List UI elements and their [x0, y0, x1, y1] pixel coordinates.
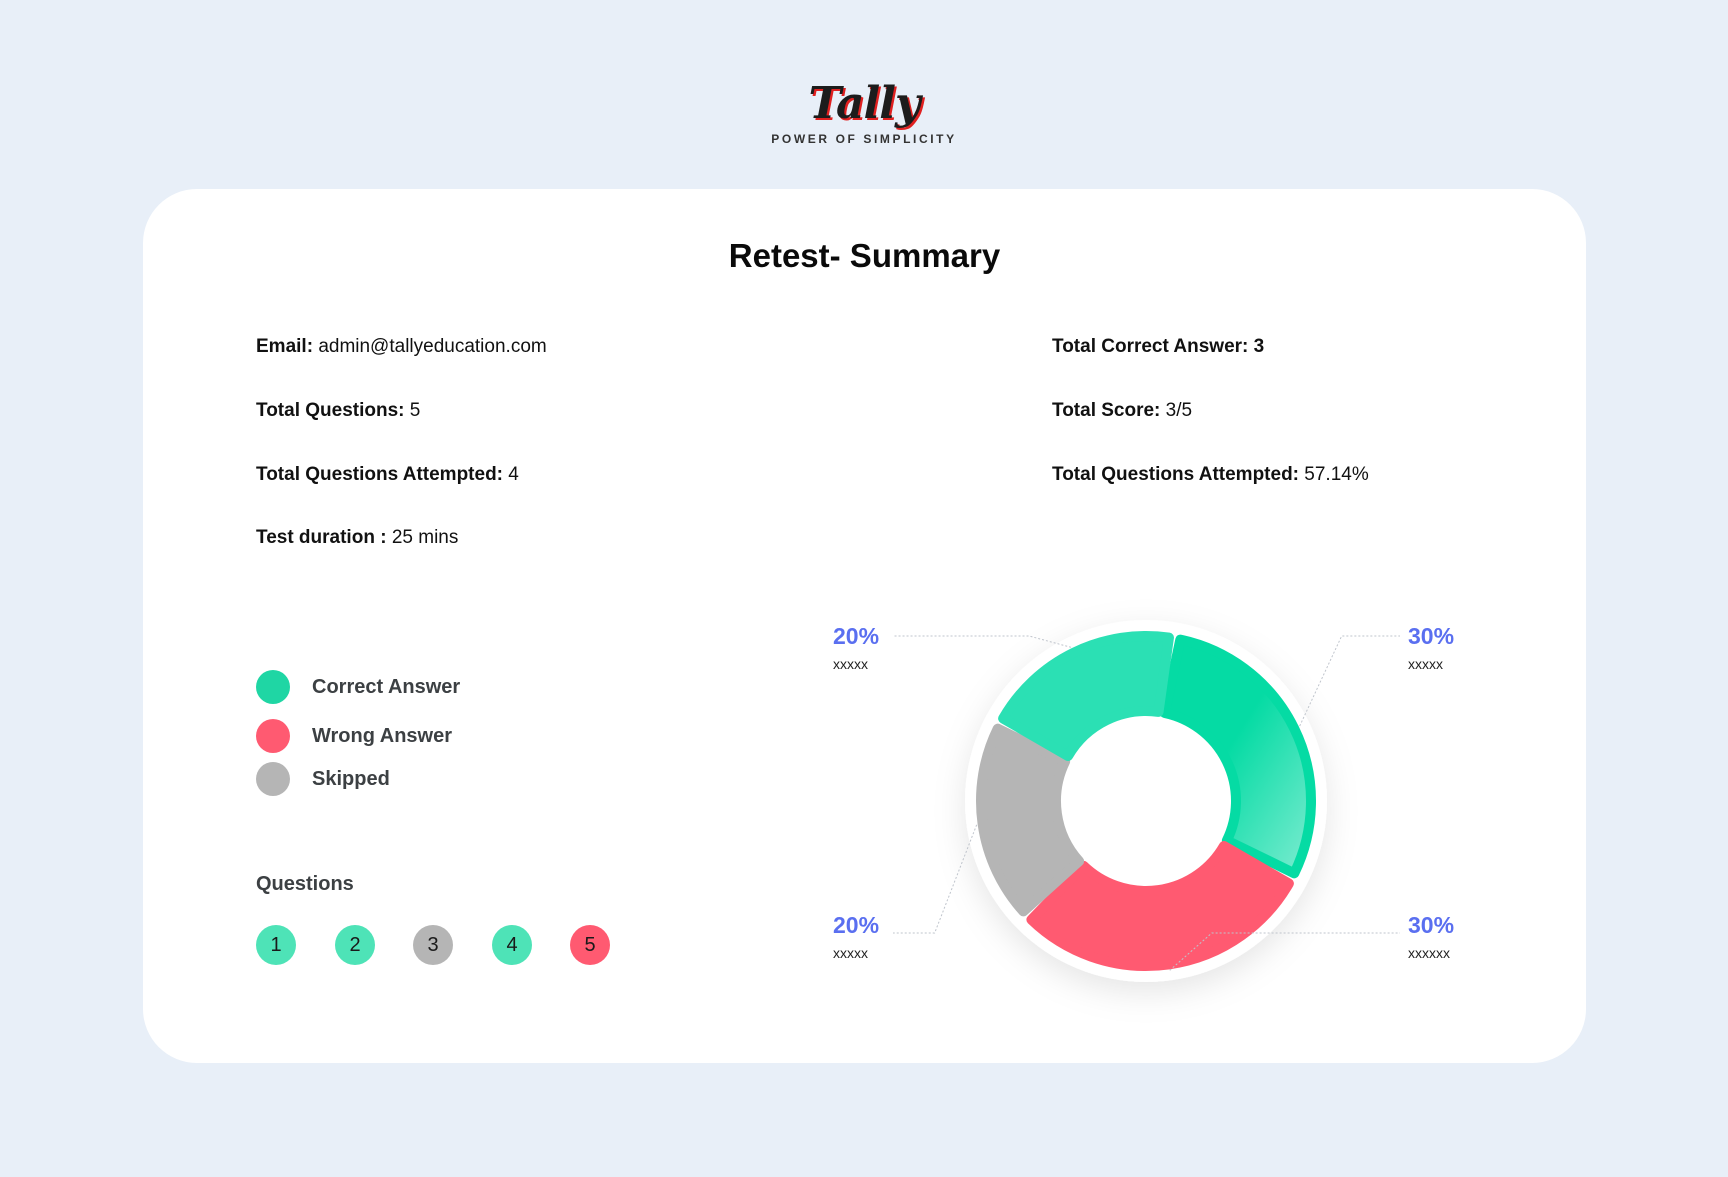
donut-slice-bottom-right	[1026, 841, 1294, 971]
question-button-4[interactable]: 4	[492, 925, 532, 965]
skipped-dot-icon	[256, 762, 290, 796]
question-button-1[interactable]: 1	[256, 925, 296, 965]
test-duration-info: Test duration : 25 mins	[256, 527, 458, 549]
legend-item-skipped: Skipped	[256, 762, 576, 796]
slice-label-top-left: 20%	[833, 623, 879, 649]
total-score-label: Total Score:	[1052, 400, 1161, 421]
correct-dot-icon	[256, 670, 290, 704]
question-button-3[interactable]: 3	[413, 925, 453, 965]
total-questions-label: Total Questions:	[256, 400, 405, 421]
brand-name: Tally	[808, 78, 920, 129]
questions-attempted-label: Total Questions Attempted:	[256, 464, 503, 485]
leader-line-bottom-right	[1169, 932, 1400, 971]
legend-item-correct: Correct Answer	[256, 670, 576, 704]
leader-line-top-left	[893, 635, 1072, 648]
slice-caption-bottom-right: xxxxxx	[1408, 945, 1450, 961]
attempted-percent-info: Total Questions Attempted: 57.14%	[1052, 464, 1369, 486]
slice-label-bottom-left: 20%	[833, 912, 879, 938]
test-duration-label: Test duration :	[256, 527, 387, 548]
questions-title: Questions	[256, 873, 354, 895]
leader-line-top-right	[1299, 635, 1400, 727]
leader-line-bottom-left	[893, 824, 978, 934]
question-button-2[interactable]: 2	[335, 925, 375, 965]
brand-logo: Tally POWER OF SIMPLICITY	[0, 78, 1728, 146]
brand-tagline: POWER OF SIMPLICITY	[771, 132, 957, 146]
questions-attempted-value: 4	[508, 464, 519, 485]
slice-caption-top-left: xxxxx	[833, 656, 868, 672]
slice-label-top-right: 30%	[1408, 623, 1454, 649]
summary-card: Retest- Summary Email: admin@tallyeducat…	[143, 189, 1586, 1063]
results-donut-chart: 30% xxxxx 30% xxxxxx 20% xxxxx 20% xxxxx	[833, 620, 1454, 982]
attempted-percent-label: Total Questions Attempted:	[1052, 464, 1299, 485]
total-questions-value: 5	[409, 400, 421, 421]
total-score-info: Total Score: 3/5	[1052, 400, 1192, 422]
test-duration-value: 25 mins	[391, 527, 459, 548]
donut-slice-top-right	[1159, 634, 1316, 879]
donut-slice-top-left	[998, 631, 1174, 761]
slice-label-bottom-right: 30%	[1408, 912, 1454, 938]
attempted-percent-value: 57.14%	[1304, 464, 1369, 485]
legend-label-correct: Correct Answer	[312, 676, 461, 698]
page-title: Retest- Summary	[728, 237, 1001, 274]
total-correct-info: Total Correct Answer: 3	[1052, 336, 1264, 358]
total-correct-label: Total Correct Answer: 3	[1052, 336, 1265, 357]
email-info: Email: admin@tallyeducation.com	[256, 336, 547, 358]
legend-label-skipped: Skipped	[312, 768, 390, 790]
legend-item-wrong: Wrong Answer	[256, 719, 576, 753]
questions-attempted-info: Total Questions Attempted: 4	[256, 464, 519, 486]
email-value: admin@tallyeducation.com	[318, 336, 547, 357]
donut-slice-bottom-left	[976, 723, 1085, 917]
wrong-dot-icon	[256, 719, 290, 753]
question-button-5[interactable]: 5	[570, 925, 610, 965]
email-label: Email:	[256, 336, 314, 357]
total-questions-info: Total Questions: 5	[256, 400, 420, 422]
total-score-value: 3/5	[1165, 400, 1193, 421]
slice-caption-bottom-left: xxxxx	[833, 945, 868, 961]
legend-label-wrong: Wrong Answer	[312, 725, 453, 747]
slice-caption-top-right: xxxxx	[1408, 656, 1443, 672]
